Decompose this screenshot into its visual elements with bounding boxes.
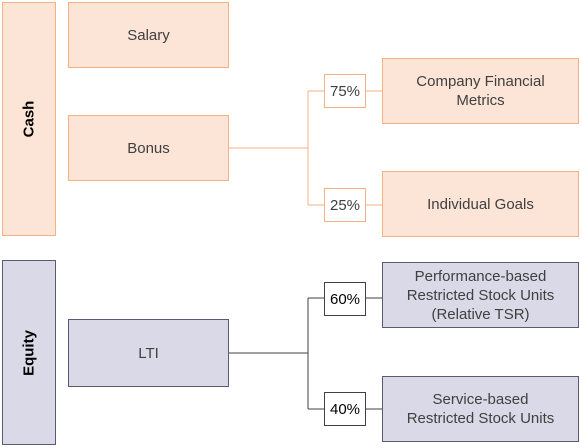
bonus-box: Bonus	[68, 115, 229, 181]
cash-category-label: Cash	[20, 100, 38, 138]
lti-box: LTI	[68, 319, 229, 387]
bonus-label: Bonus	[127, 139, 170, 157]
equity-category-label: Equity	[20, 329, 38, 376]
performance-rsu-box: Performance-based Restricted Stock Units…	[382, 262, 579, 328]
individual-goals-label: Individual Goals	[427, 195, 534, 213]
company-financial-metrics-label: Company Financial Metrics	[416, 73, 545, 109]
bonus-percent-company: 75%	[324, 74, 366, 108]
cash-category-bar: Cash	[2, 2, 56, 236]
lti-label: LTI	[138, 344, 159, 362]
equity-category-bar: Equity	[2, 260, 56, 445]
service-rsu-box: Service-based Restricted Stock Units	[382, 376, 579, 442]
company-financial-metrics-box: Company Financial Metrics	[382, 58, 579, 124]
lti-percent-service: 40%	[324, 392, 366, 426]
performance-rsu-label: Performance-based Restricted Stock Units…	[406, 267, 555, 323]
individual-goals-box: Individual Goals	[382, 171, 579, 237]
salary-label: Salary	[127, 26, 170, 44]
service-rsu-label: Service-based Restricted Stock Units	[406, 391, 555, 427]
salary-box: Salary	[68, 2, 229, 68]
lti-percent-performance: 60%	[324, 282, 366, 316]
bonus-percent-individual: 25%	[324, 188, 366, 222]
